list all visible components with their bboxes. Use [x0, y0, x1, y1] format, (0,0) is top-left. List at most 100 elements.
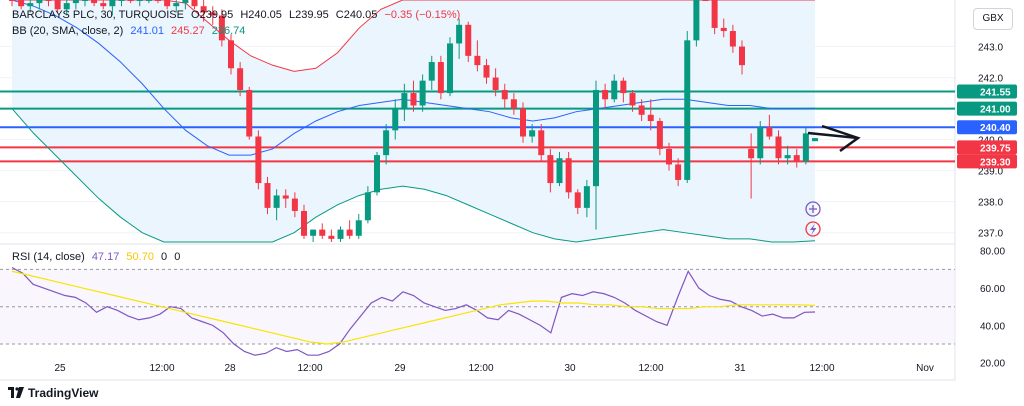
rsi-line [11, 266, 816, 356]
lightning-icon[interactable] [805, 221, 821, 237]
candle [109, 0, 116, 16]
candle [18, 0, 25, 10]
candle [191, 0, 198, 10]
level-price-label: 240.40 [957, 120, 1017, 135]
arrow-drawing[interactable] [807, 124, 861, 153]
rsi-zero-1: 0 [161, 251, 168, 263]
price-legend: BARCLAYS PLC, 30, TURQUOISE O239.95 H240… [12, 9, 464, 21]
bb-band-area [12, 0, 815, 242]
candle [218, 9, 225, 47]
candle [45, 0, 52, 7]
candle [784, 145, 791, 165]
candle [766, 114, 773, 140]
candle [136, 0, 143, 7]
candle [547, 148, 554, 193]
currency-button[interactable]: GBX [973, 8, 1013, 30]
candle [529, 124, 536, 143]
candle [410, 80, 417, 112]
arrow-drawing-shaft [807, 131, 859, 140]
candle [319, 223, 326, 239]
candle [346, 220, 353, 239]
candle [520, 102, 526, 143]
level-price-label: 239.75 [957, 140, 1017, 155]
time-tick-label: 25 [54, 363, 66, 374]
candle [228, 34, 234, 75]
candle [264, 176, 271, 215]
level-price-label: 241.00 [957, 101, 1017, 116]
candle [793, 148, 800, 168]
tradingview-icon [8, 386, 24, 401]
candle [684, 31, 691, 184]
time-tick-label: 28 [224, 363, 236, 374]
rsi-ma-line [11, 270, 816, 345]
candle [483, 58, 490, 84]
candle [419, 74, 426, 112]
candle [145, 0, 152, 4]
svg-text:239.75: 239.75 [980, 143, 1011, 154]
candle [364, 186, 371, 224]
candle [401, 83, 408, 121]
candle [82, 0, 88, 7]
svg-text:241.00: 241.00 [980, 105, 1011, 116]
candle [383, 124, 390, 165]
rsi-tick-label: 60.00 [980, 284, 1005, 295]
candle [492, 68, 499, 97]
svg-text:241.55: 241.55 [980, 88, 1011, 99]
candle [465, 21, 472, 63]
rsi-label[interactable]: RSI (14, close) [12, 251, 85, 263]
rsi-zero-2: 0 [174, 251, 181, 263]
candle [510, 93, 517, 115]
bb-legend: BB (20, SMA, close, 2) 241.01 245.27 236… [12, 25, 249, 37]
price-tick-label: 239.0 [978, 167, 1003, 178]
candle [54, 0, 61, 13]
candle [182, 0, 189, 10]
candle [164, 0, 171, 10]
bb-label[interactable]: BB (20, SMA, close, 2) [12, 25, 124, 37]
candle [583, 179, 590, 218]
bb-basis-value: 241.01 [130, 25, 164, 37]
candle [611, 74, 618, 103]
close-value: C240.05 [335, 9, 378, 21]
candle [328, 229, 335, 242]
time-tick-label: 29 [394, 363, 406, 374]
rsi-pane[interactable]: 20.00 40.00 60.00 80.00 [0, 247, 1005, 370]
add-indicator-icon[interactable] [805, 201, 821, 217]
candle [702, 0, 709, 1]
candle [647, 99, 654, 131]
time-axis[interactable]: 25 12:00 28 12:00 29 12:00 30 12:00 31 12:00 Nov [0, 363, 955, 381]
candle [666, 142, 672, 171]
candlestick-series [9, 0, 818, 242]
rsi-tick-label: 80.00 [980, 247, 1005, 258]
candle [301, 204, 307, 239]
candle [355, 214, 362, 239]
symbol-name[interactable]: BARCLAYS PLC, 30, TURQUOISE [12, 9, 184, 21]
candle [593, 80, 599, 230]
candle [757, 121, 764, 165]
price-tick-label: 242.0 [978, 74, 1003, 85]
time-tick-label: 12:00 [468, 363, 493, 374]
candle [91, 0, 98, 7]
candle [127, 0, 134, 4]
level-price-label: 239.30 [957, 154, 1017, 169]
candle [310, 229, 317, 242]
bb-lower-line [11, 108, 816, 243]
candle [629, 89, 636, 112]
candle [693, 0, 700, 47]
price-tick-label: 238.0 [978, 198, 1003, 209]
time-tick-label: Nov [916, 363, 934, 374]
candle [282, 189, 289, 208]
rsi-ma-value: 50.70 [126, 251, 154, 263]
candle [675, 158, 682, 187]
candle [200, 0, 207, 22]
svg-text:240.40: 240.40 [980, 123, 1011, 134]
tradingview-logo[interactable]: TradingView [8, 386, 98, 401]
candle [775, 130, 782, 165]
candle [291, 192, 298, 218]
open-value: O239.95 [191, 9, 234, 21]
candle [812, 138, 818, 142]
candle [209, 6, 216, 25]
time-tick-label: 12:00 [149, 363, 174, 374]
candle [27, 0, 34, 13]
